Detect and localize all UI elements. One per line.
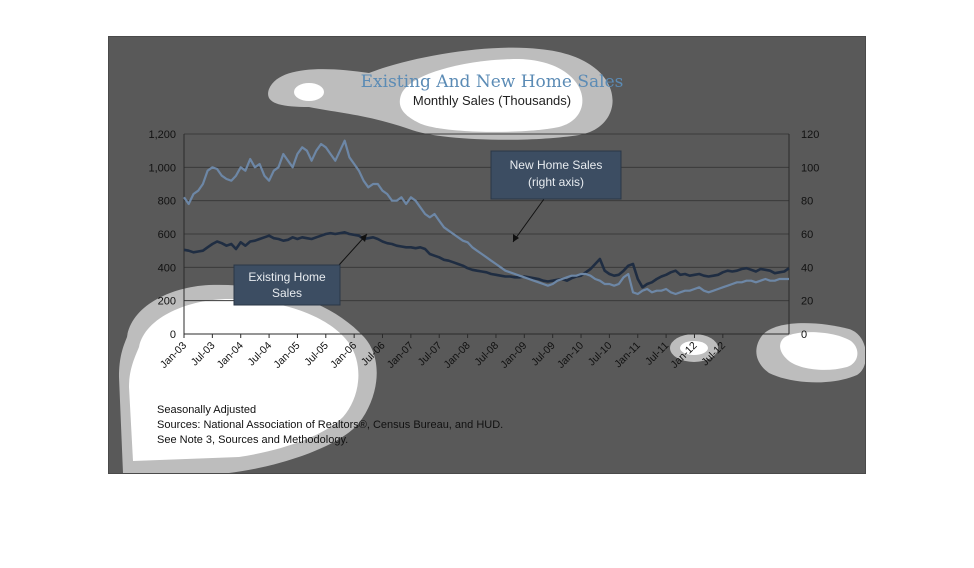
x-tick-label: Jan-10	[555, 340, 586, 371]
left-y-tick-label: 1,000	[148, 162, 176, 174]
chart-subtitle: Monthly Sales (Thousands)	[413, 93, 571, 108]
x-tick-label: Jul-10	[586, 340, 615, 369]
right-y-tick-label: 40	[801, 262, 813, 274]
title-blob-hole	[294, 83, 324, 101]
right-y-tick-label: 20	[801, 296, 813, 308]
right-y-tick-label: 0	[801, 329, 807, 341]
right-y-tick-label: 60	[801, 229, 813, 241]
right-blob-inner	[780, 332, 858, 370]
series-line-existing-home-sales	[183, 231, 790, 289]
callout-new-home-arrow	[512, 198, 545, 243]
mid-blob-inner	[680, 341, 708, 355]
left-y-tick-label: 1,200	[148, 129, 176, 141]
callout-existing-line2: Sales	[272, 286, 302, 300]
chart-frame: Existing And New Home Sales Monthly Sale…	[108, 36, 866, 474]
callout-new-home-arrowhead	[513, 234, 519, 242]
note-sources: Sources: National Association of Realtor…	[157, 419, 503, 431]
callout-new-home-line2: (right axis)	[528, 175, 584, 189]
axes	[183, 134, 790, 338]
x-tick-label: Jan-11	[612, 340, 643, 371]
right-y-axis-ticks: 0 20 40 60 80 100 120	[801, 129, 819, 341]
callout-existing-line1: Existing Home	[248, 270, 326, 284]
left-y-tick-label: 400	[158, 262, 176, 274]
x-tick-label: Jul-11	[643, 340, 671, 368]
note-seasonally-adjusted: Seasonally Adjusted	[157, 404, 256, 416]
callout-existing-arrowhead	[360, 234, 367, 242]
occlusion-blobs	[119, 47, 865, 473]
chart-title: Existing And New Home Sales	[361, 72, 624, 92]
x-tick-label: Jul-08	[472, 340, 501, 369]
left-blob-inner	[129, 299, 359, 461]
note-methodology: See Note 3, Sources and Methodology.	[157, 434, 348, 446]
callout-existing-home-sales: Existing Home Sales	[233, 233, 368, 306]
series-line-new-home-sales	[183, 139, 789, 296]
callout-new-home-line1: New Home Sales	[510, 158, 603, 172]
left-y-tick-label: 200	[158, 296, 176, 308]
x-tick-label: Jul-07	[416, 340, 445, 369]
x-tick-label: Jan-07	[385, 340, 416, 371]
series-lines	[183, 139, 790, 296]
title-blob-inner	[399, 59, 583, 132]
right-y-tick-label: 120	[801, 129, 819, 141]
chart: Existing And New Home Sales Monthly Sale…	[119, 47, 865, 473]
callout-existing-box	[233, 264, 341, 306]
callout-new-home-box	[490, 150, 622, 200]
x-tick-label: Jul-09	[529, 340, 558, 369]
callout-new-home-sales: New Home Sales (right axis)	[490, 150, 622, 243]
right-y-tick-label: 100	[801, 162, 819, 174]
x-tick-label: Jan-09	[498, 340, 529, 371]
left-y-axis-ticks: 0 200 400 600 800 1,000 1,200	[148, 129, 176, 341]
left-y-tick-label: 600	[158, 229, 176, 241]
left-y-tick-label: 0	[170, 329, 176, 341]
right-y-tick-label: 80	[801, 196, 813, 208]
left-y-tick-label: 800	[158, 196, 176, 208]
x-tick-label: Jan-08	[442, 340, 473, 371]
